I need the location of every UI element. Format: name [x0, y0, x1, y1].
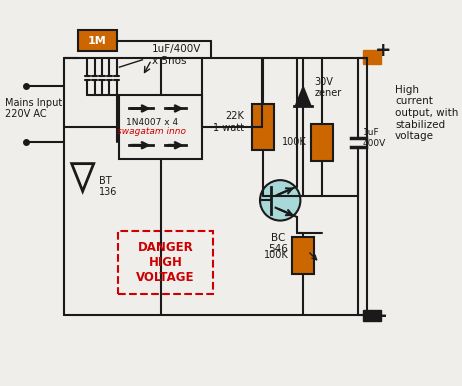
- Circle shape: [260, 180, 300, 220]
- Text: 100K: 100K: [282, 137, 307, 147]
- Bar: [119, 95, 202, 159]
- Text: 100K: 100K: [264, 251, 288, 261]
- FancyBboxPatch shape: [363, 50, 381, 64]
- Text: High
current
output, with
stabilized
voltage: High current output, with stabilized vol…: [395, 85, 458, 141]
- Text: 1uF
400V: 1uF 400V: [363, 128, 386, 147]
- Text: Mains Input
220V AC: Mains Input 220V AC: [5, 98, 62, 119]
- FancyBboxPatch shape: [310, 124, 333, 161]
- Text: swagatam inno: swagatam inno: [117, 127, 186, 136]
- FancyBboxPatch shape: [252, 104, 274, 150]
- Text: 1uF/400V
x 5nos: 1uF/400V x 5nos: [152, 44, 201, 66]
- Text: 22K
1 watt: 22K 1 watt: [213, 112, 244, 133]
- FancyBboxPatch shape: [363, 310, 381, 321]
- Text: BT
136: BT 136: [99, 176, 118, 197]
- Text: BC
546: BC 546: [268, 232, 288, 254]
- Text: 30V
zener: 30V zener: [314, 76, 341, 98]
- Polygon shape: [296, 87, 310, 106]
- Text: +: +: [375, 41, 391, 60]
- FancyBboxPatch shape: [78, 30, 117, 51]
- Text: DANGER
HIGH
VOLTAGE: DANGER HIGH VOLTAGE: [136, 241, 195, 284]
- FancyBboxPatch shape: [292, 237, 314, 274]
- Text: 1N4007 x 4: 1N4007 x 4: [126, 118, 178, 127]
- Text: -: -: [379, 306, 387, 325]
- Text: 1M: 1M: [88, 36, 107, 46]
